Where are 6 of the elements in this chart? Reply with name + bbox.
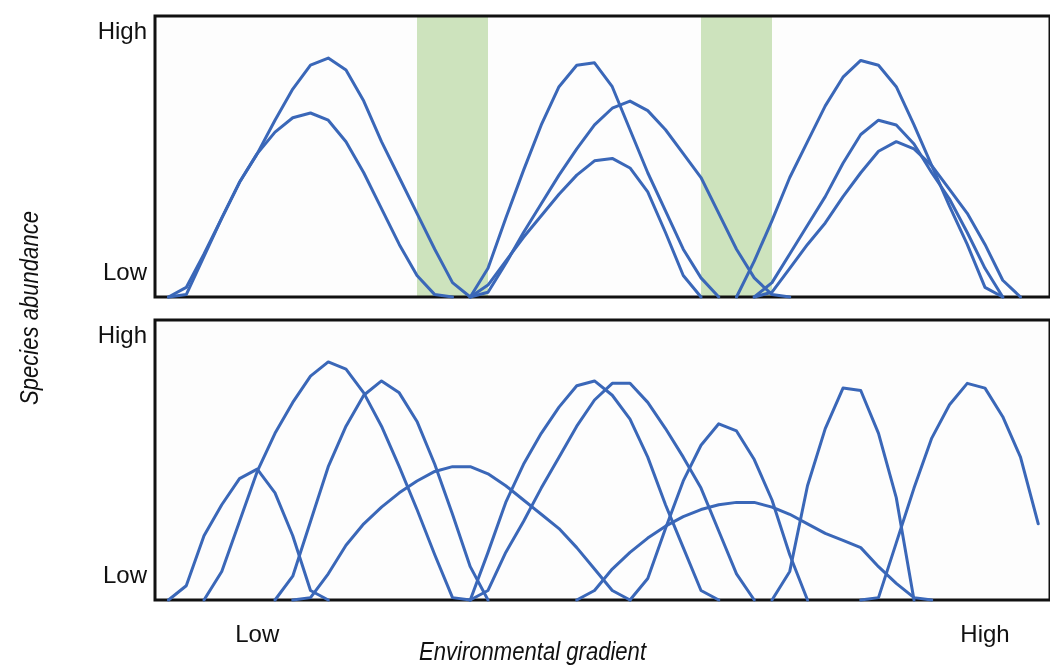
text: High bbox=[97, 320, 147, 348]
y-axis-title: Species abundance bbox=[14, 211, 44, 405]
text: Low bbox=[102, 561, 148, 589]
text: Low bbox=[102, 258, 148, 286]
x-axis-title: Environmental gradient bbox=[418, 636, 648, 666]
text: High bbox=[97, 16, 147, 44]
